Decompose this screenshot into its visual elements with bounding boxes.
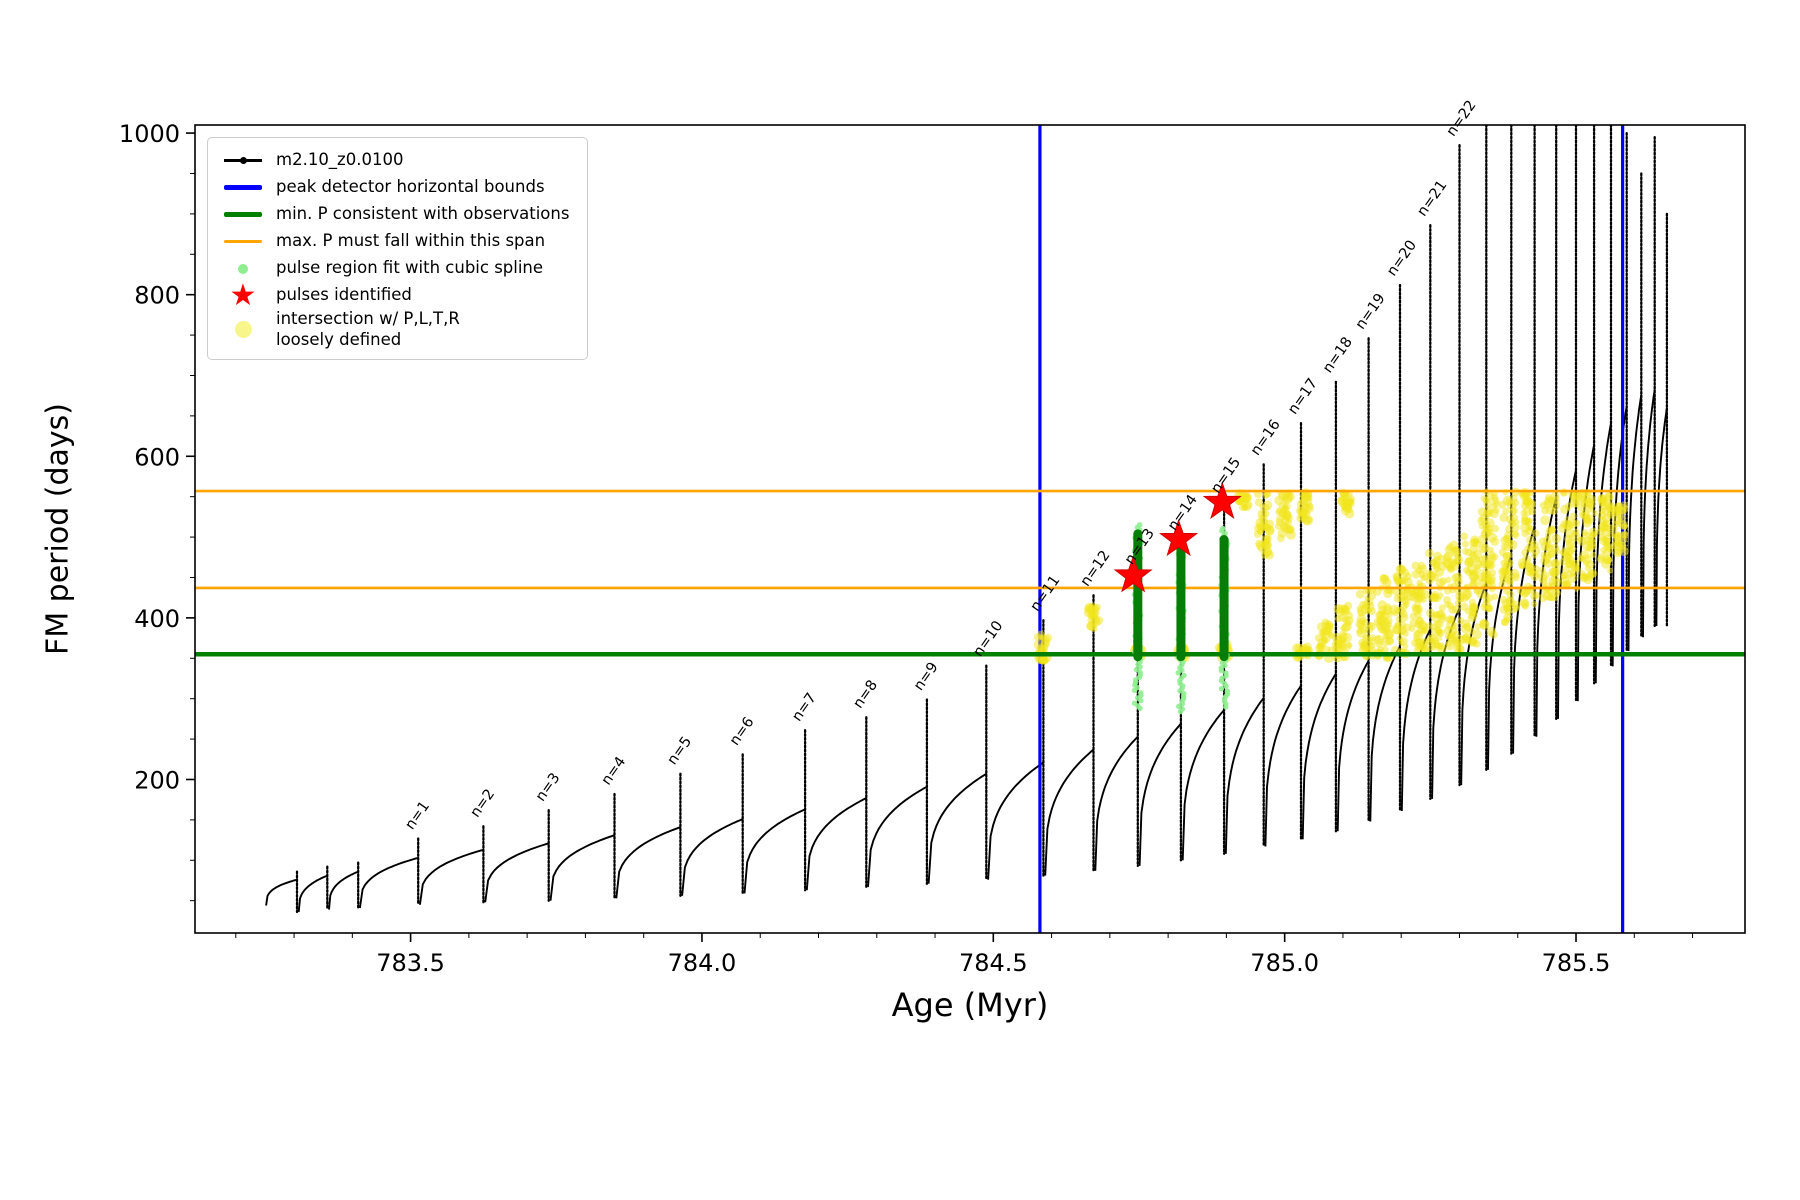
pulse-label: n=17 <box>1285 376 1321 418</box>
x-tick-label: 785.0 <box>1250 949 1319 977</box>
legend-item-max-p: max. P must fall within this span <box>220 228 569 255</box>
pulse-label: n=21 <box>1414 178 1450 220</box>
x-tick-label: 785.5 <box>1542 949 1611 977</box>
pulse-star <box>1113 555 1153 593</box>
pulse-label: n=9 <box>911 660 942 694</box>
pulse-label: n=20 <box>1384 238 1420 280</box>
x-tick-label: 783.5 <box>376 949 445 977</box>
pulse-label: n=3 <box>533 770 564 804</box>
pulse-star <box>1202 481 1242 519</box>
x-tick-label: 784.0 <box>668 949 737 977</box>
y-tick-label: 800 <box>134 282 180 310</box>
legend-label-peak-bounds: peak detector horizontal bounds <box>276 177 545 197</box>
legend-label-min-p: min. P consistent with observations <box>276 204 570 224</box>
pulse-label: n=7 <box>789 690 820 724</box>
orange-line-marker <box>220 240 266 243</box>
pulse-label: n=5 <box>665 734 696 768</box>
legend-label-intersection-2: loosely defined <box>276 329 402 349</box>
legend-item-min-p: min. P consistent with observations <box>220 201 569 228</box>
blue-line-marker <box>220 185 266 190</box>
series-line-dot-marker <box>220 156 266 165</box>
plot-area <box>195 125 1745 933</box>
legend-item-pulses: ★ pulses identified <box>220 277 569 313</box>
legend-item-peak-bounds: peak detector horizontal bounds <box>220 174 569 201</box>
pulse-label: n=12 <box>1078 548 1114 590</box>
pulse-label: n=1 <box>402 799 433 833</box>
legend-label-series: m2.10_z0.0100 <box>276 150 404 170</box>
x-axis-label: Age (Myr) <box>891 986 1049 1024</box>
y-tick-label: 400 <box>134 605 180 633</box>
legend: m2.10_z0.0100 peak detector horizontal b… <box>207 137 589 361</box>
pulse-label: n=8 <box>850 677 881 711</box>
pulse-label: n=18 <box>1320 334 1356 376</box>
legend-label-max-p: max. P must fall within this span <box>276 231 546 251</box>
y-tick-label: 200 <box>134 766 180 794</box>
red-star-marker: ★ <box>229 277 257 313</box>
x-tick-label: 784.5 <box>959 949 1028 977</box>
pulse-label: n=16 <box>1248 417 1284 459</box>
y-tick-label: 1000 <box>119 120 180 148</box>
pulse-label: n=2 <box>468 786 499 820</box>
pulse-label: n=14 <box>1165 492 1201 534</box>
pulse-label: n=4 <box>599 754 630 788</box>
pulse-label: n=22 <box>1444 98 1480 140</box>
pulse-label: n=6 <box>727 714 758 748</box>
legend-item-series: m2.10_z0.0100 <box>220 147 569 174</box>
green-line-marker <box>220 212 266 217</box>
yellow-dot-marker <box>220 321 266 339</box>
lightgreen-dot-marker <box>220 263 266 274</box>
pulse-star <box>1159 518 1199 557</box>
legend-label-spline: pulse region fit with cubic spline <box>276 258 544 278</box>
axes-frame <box>194 124 1746 934</box>
legend-label-intersection-1: intersection w/ P,L,T,R <box>276 309 460 328</box>
y-tick-label: 600 <box>134 443 180 471</box>
pulse-label: n=11 <box>1028 573 1064 615</box>
legend-item-intersection: intersection w/ P,L,T,R loosely defined <box>220 309 569 350</box>
axis-ticks: 783.5 784.0 784.5 785.0 785.5 200 400 600 800 100… <box>119 120 1694 977</box>
legend-item-spline: pulse region fit with cubic spline <box>220 255 569 282</box>
y-axis-label: FM period (days) <box>40 403 76 655</box>
legend-label-pulses: pulses identified <box>276 285 412 305</box>
pulse-label: n=19 <box>1353 291 1389 333</box>
